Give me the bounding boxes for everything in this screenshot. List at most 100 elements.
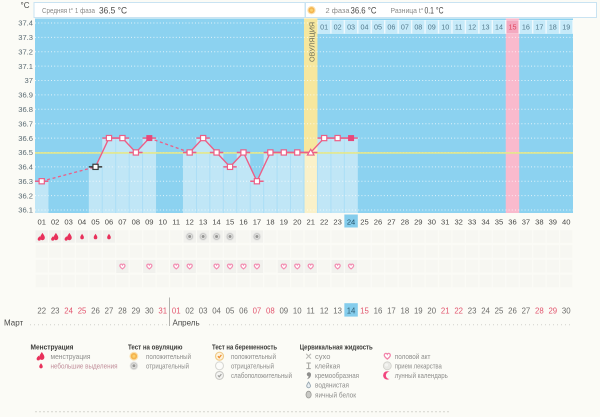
svg-text:28: 28 [118,306,127,315]
svg-text:04: 04 [78,217,86,226]
svg-text:17: 17 [387,306,396,315]
svg-text:01: 01 [38,217,46,226]
svg-text:36.1: 36.1 [18,206,33,215]
svg-text:11: 11 [307,306,315,315]
svg-text:Средняя t° 1 фаза: Средняя t° 1 фаза [42,6,95,15]
svg-text:37.3: 37.3 [18,33,33,42]
svg-text:10: 10 [293,306,302,315]
svg-text:21: 21 [441,306,450,315]
svg-text:36.2: 36.2 [18,191,33,200]
svg-text:33: 33 [468,217,476,226]
svg-text:29: 29 [414,217,422,226]
svg-text:16: 16 [522,23,530,32]
svg-text:25: 25 [360,217,368,226]
svg-text:29: 29 [548,306,557,315]
svg-text:12: 12 [320,306,329,315]
svg-text:22: 22 [37,306,46,315]
svg-text:01: 01 [320,23,328,32]
svg-text:36.6 °C: 36.6 °C [351,5,377,15]
svg-text:половой акт: половой акт [395,352,431,361]
svg-text:положительный: положительный [146,352,191,361]
svg-text:09: 09 [145,217,153,226]
svg-text:24: 24 [347,217,355,226]
svg-text:05: 05 [91,217,99,226]
svg-text:06: 06 [239,306,248,315]
svg-text:05: 05 [226,306,235,315]
svg-text:09: 09 [279,306,288,315]
svg-text:26: 26 [374,217,382,226]
svg-text:19: 19 [414,306,423,315]
svg-text:прием лекарства: прием лекарства [395,362,442,371]
svg-text:03: 03 [64,217,72,226]
svg-text:25: 25 [495,306,504,315]
svg-text:10: 10 [159,217,167,226]
svg-text:15: 15 [508,23,516,32]
svg-text:32: 32 [454,217,462,226]
svg-text:18: 18 [549,23,557,32]
svg-text:14: 14 [347,306,356,315]
svg-text:01: 01 [172,306,181,315]
svg-text:17: 17 [253,217,261,226]
svg-text:Менструация: Менструация [31,343,74,352]
svg-text:Апрель: Апрель [173,319,200,328]
svg-text:14: 14 [212,217,220,226]
svg-text:23: 23 [51,306,60,315]
svg-text:24: 24 [481,306,490,315]
svg-text:яичный белок: яичный белок [315,390,357,399]
svg-text:25: 25 [78,306,87,315]
svg-text:37.2: 37.2 [18,47,33,56]
svg-text:37: 37 [522,217,530,226]
svg-text:30: 30 [145,306,154,315]
svg-text:16: 16 [239,217,247,226]
svg-text:37.1: 37.1 [18,62,33,71]
svg-text:Разница t°: Разница t° [391,6,424,15]
svg-text:Тест на беременность: Тест на беременность [212,343,277,352]
svg-text:35: 35 [495,217,503,226]
svg-text:15: 15 [226,217,234,226]
svg-text:02: 02 [51,217,59,226]
svg-text:17: 17 [535,23,543,32]
svg-text:08: 08 [414,23,422,32]
svg-text:13: 13 [199,217,207,226]
svg-text:20: 20 [293,217,301,226]
svg-text:36.5 °C: 36.5 °C [99,5,127,15]
svg-text:07: 07 [253,306,262,315]
svg-text:13: 13 [333,306,342,315]
svg-text:18: 18 [266,217,274,226]
svg-text:03: 03 [199,306,208,315]
svg-text:23: 23 [468,306,477,315]
svg-text:38: 38 [535,217,543,226]
svg-text:слабоположительный: слабоположительный [231,371,292,380]
svg-text:2 фаза: 2 фаза [326,6,350,15]
svg-text:16: 16 [374,306,383,315]
svg-text:39: 39 [549,217,557,226]
svg-text:14: 14 [495,23,503,32]
svg-text:11: 11 [172,217,180,226]
svg-text:30: 30 [428,217,436,226]
svg-text:04: 04 [212,306,221,315]
svg-text:31: 31 [158,306,167,315]
svg-text:07: 07 [118,217,126,226]
svg-text:04: 04 [361,23,369,32]
svg-text:19: 19 [562,23,570,32]
svg-text:36.3: 36.3 [18,177,33,186]
svg-text:08: 08 [266,306,275,315]
svg-text:02: 02 [185,306,194,315]
svg-text:26: 26 [508,306,517,315]
svg-text:21: 21 [306,217,314,226]
svg-text:08: 08 [132,217,140,226]
svg-text:водянистая: водянистая [315,381,349,390]
svg-text:02: 02 [334,23,342,32]
svg-text:12: 12 [468,23,476,32]
svg-text:34: 34 [481,217,489,226]
svg-text:клейкая: клейкая [315,362,340,371]
svg-text:кремообразная: кремообразная [315,371,359,380]
svg-text:°C: °C [21,1,30,10]
svg-text:09: 09 [428,23,436,32]
svg-text:36: 36 [508,217,516,226]
svg-text:06: 06 [387,23,395,32]
svg-text:лунный календарь: лунный календарь [395,371,448,380]
svg-text:26: 26 [91,306,100,315]
svg-text:36.4: 36.4 [18,163,33,172]
svg-text:29: 29 [132,306,141,315]
